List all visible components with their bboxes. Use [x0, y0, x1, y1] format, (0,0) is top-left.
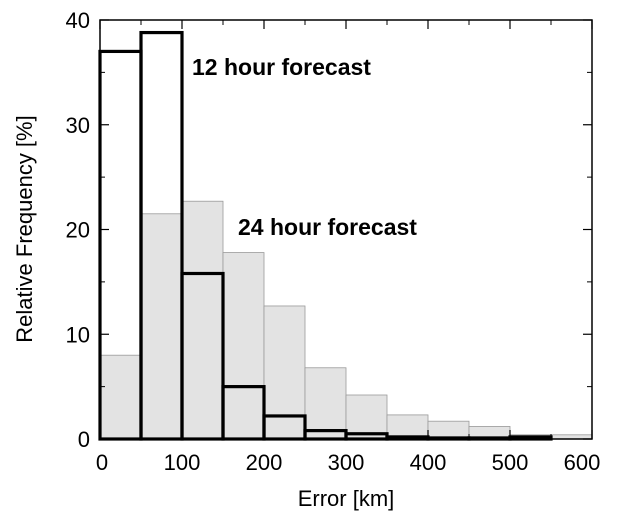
y-axis-tick-labels: 0 10 20 30 40	[66, 8, 90, 452]
x-tick-label: 200	[246, 450, 283, 475]
x-tick-label: 400	[410, 450, 447, 475]
y-tick-label: 20	[66, 218, 90, 243]
x-axis-label: Error [km]	[298, 486, 395, 511]
y-tick-label: 0	[78, 427, 90, 452]
x-axis-tick-labels: 0 100 200 300 400 500 600	[96, 450, 600, 475]
y-axis-label: Relative Frequency [%]	[12, 115, 37, 342]
annotation-12-hour-forecast: 12 hour forecast	[192, 54, 371, 80]
bar-24-hour	[427, 420, 470, 440]
bar-24-hour	[140, 213, 183, 440]
x-tick-label: 600	[564, 450, 601, 475]
x-tick-label: 100	[164, 450, 201, 475]
bar-24-hour	[222, 252, 265, 440]
bar-24-hour	[304, 367, 347, 440]
y-tick-label: 40	[66, 8, 90, 33]
y-tick-label: 30	[66, 113, 90, 138]
bar-24-hour	[263, 305, 306, 440]
x-tick-label: 0	[96, 450, 108, 475]
x-tick-label: 300	[328, 450, 365, 475]
y-tick-label: 10	[66, 322, 90, 347]
bar-24-hour	[181, 200, 224, 440]
bar-24-hour	[386, 414, 429, 440]
axis-ticks	[99, 19, 593, 440]
annotation-24-hour-forecast: 24 hour forecast	[238, 214, 417, 240]
series-24-hour-bars	[99, 200, 593, 440]
x-tick-label: 500	[492, 450, 529, 475]
bar-24-hour	[99, 354, 142, 440]
